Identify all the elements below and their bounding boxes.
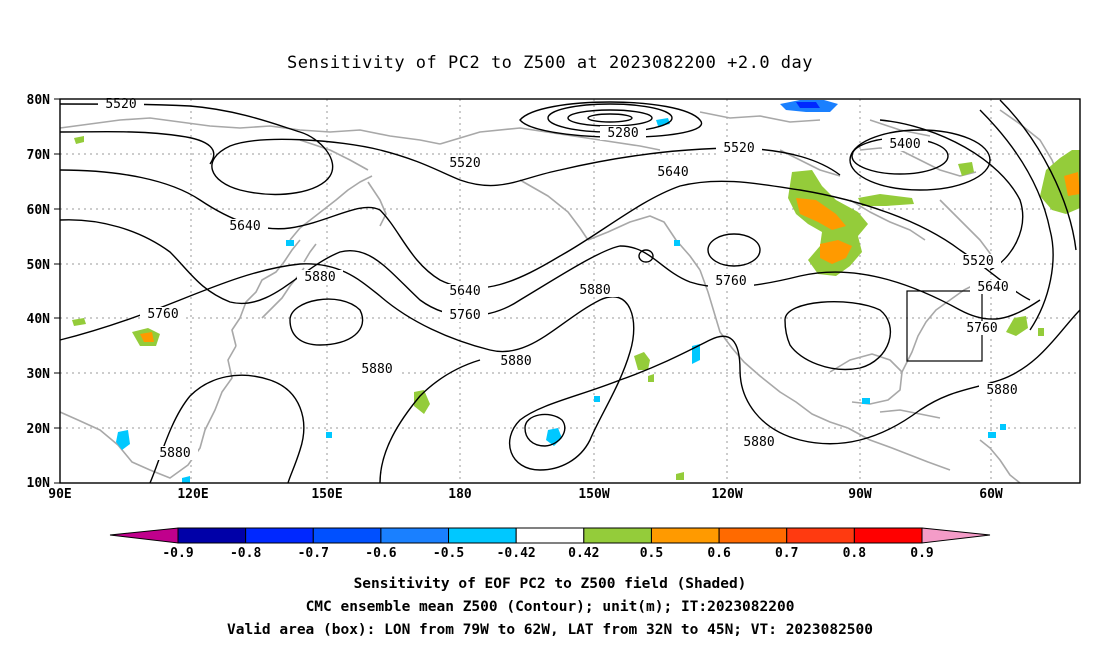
colorbar-label: 0.5 [640, 546, 663, 561]
contour-label: 5520 [962, 254, 993, 269]
colorbar-label: -0.8 [230, 546, 261, 561]
coastlines [59, 109, 1067, 484]
colorbar-cell [448, 527, 517, 544]
colorbar-label: -0.9 [162, 546, 193, 561]
shading-positive-orange [820, 240, 852, 264]
lat-label: 20N [27, 422, 51, 437]
lon-label: 120W [711, 487, 742, 502]
contour-label-group: 5520 5280 5520 5520 5400 5640 5640 5760 … [98, 97, 1025, 461]
colorbar-cell [177, 527, 247, 544]
contour-label: 5880 [500, 354, 531, 369]
contour-label: 5640 [977, 280, 1008, 295]
contour-line [59, 219, 1041, 320]
contour-line [979, 109, 1054, 331]
lat-axis: 80N 70N 60N 50N 40N 30N 20N 10N [27, 93, 51, 491]
contour-label: 5760 [147, 307, 178, 322]
lat-label: 50N [27, 258, 51, 273]
contour-line [879, 119, 1024, 271]
colorbar-cell [245, 527, 314, 544]
colorbar-label: 0.42 [568, 546, 599, 561]
contour-label: 5880 [361, 362, 392, 377]
lat-ticks [54, 98, 60, 484]
caption-line-3: Valid area (box): LON from 79W to 62W, L… [227, 622, 873, 638]
lat-label: 10N [27, 476, 51, 491]
contour-label: 5520 [105, 97, 136, 112]
contour-label: 5880 [579, 283, 610, 298]
colorbar-high-triangle [921, 527, 991, 544]
lon-label: 90E [48, 487, 71, 502]
contour-line [524, 413, 566, 447]
lon-label: 150E [311, 487, 342, 502]
colorbar-cell [583, 527, 652, 544]
colorbar-cell [515, 527, 585, 544]
lon-axis: 90E 120E 150E 180 150W 120W 90W 60W [48, 487, 1003, 502]
colorbar-label: -0.6 [365, 546, 396, 561]
colorbar-label: 0.6 [707, 546, 731, 561]
lon-label: 120E [177, 487, 208, 502]
contour-label: 5880 [159, 446, 190, 461]
contour-line [519, 101, 703, 138]
lat-label: 40N [27, 312, 51, 327]
colorbar-label: -0.7 [298, 546, 329, 561]
caption-line-1: Sensitivity of EOF PC2 to Z500 field (Sh… [354, 576, 747, 592]
colorbar-low-triangle [109, 527, 179, 544]
colorbar-label: -0.42 [497, 546, 536, 561]
colorbar: -0.9 -0.8 -0.7 -0.6 -0.5 -0.42 0.42 0.5 0.6 0.7 0.… [109, 527, 991, 561]
shading-positive-orange [796, 198, 846, 230]
lat-label: 30N [27, 367, 51, 382]
contour-label: 5880 [986, 383, 1017, 398]
colorbar-label: -0.5 [433, 546, 464, 561]
contour-label: 5640 [449, 284, 480, 299]
lon-label: 60W [979, 487, 1003, 502]
lat-label: 80N [27, 93, 51, 108]
map-border [59, 98, 1081, 484]
contour-line [289, 298, 364, 346]
colorbar-cell [650, 527, 720, 544]
contour-label: 5640 [657, 165, 688, 180]
colorbar-cell [786, 527, 855, 544]
contour-label: 5520 [723, 141, 754, 156]
lat-label: 60N [27, 203, 51, 218]
colorbar-label: 0.9 [910, 546, 933, 561]
lon-label: 90W [848, 487, 872, 502]
contour-label: 5280 [607, 126, 638, 141]
contour-line [59, 130, 215, 165]
colorbar-cell [718, 527, 788, 544]
contour-label: 5760 [449, 308, 480, 323]
contour-line [149, 374, 305, 484]
contour-label: 5400 [889, 137, 920, 152]
lon-label: 150W [578, 487, 609, 502]
colorbar-cell [380, 527, 450, 544]
contour-line [59, 103, 841, 196]
contour-label: 5880 [743, 435, 774, 450]
lat-label: 70N [27, 148, 51, 163]
contour-label: 5520 [449, 156, 480, 171]
contour-line [379, 359, 481, 484]
contour-label: 5640 [229, 219, 260, 234]
colorbar-cell [312, 527, 382, 544]
contour-label: 5880 [304, 270, 335, 285]
contour-line [999, 99, 1077, 251]
caption-line-2: CMC ensemble mean Z500 (Contour); unit(m… [306, 599, 795, 615]
lon-label: 180 [448, 487, 472, 502]
contour-line [59, 263, 1081, 471]
colorbar-cell [853, 527, 923, 544]
contour-label: 5760 [966, 321, 997, 336]
contour-label: 5760 [715, 274, 746, 289]
contour-line [784, 301, 891, 371]
colorbar-label: 0.8 [843, 546, 867, 561]
colorbar-label: 0.7 [775, 546, 798, 561]
chart-title: Sensitivity of PC2 to Z500 at 2023082200… [287, 53, 813, 73]
